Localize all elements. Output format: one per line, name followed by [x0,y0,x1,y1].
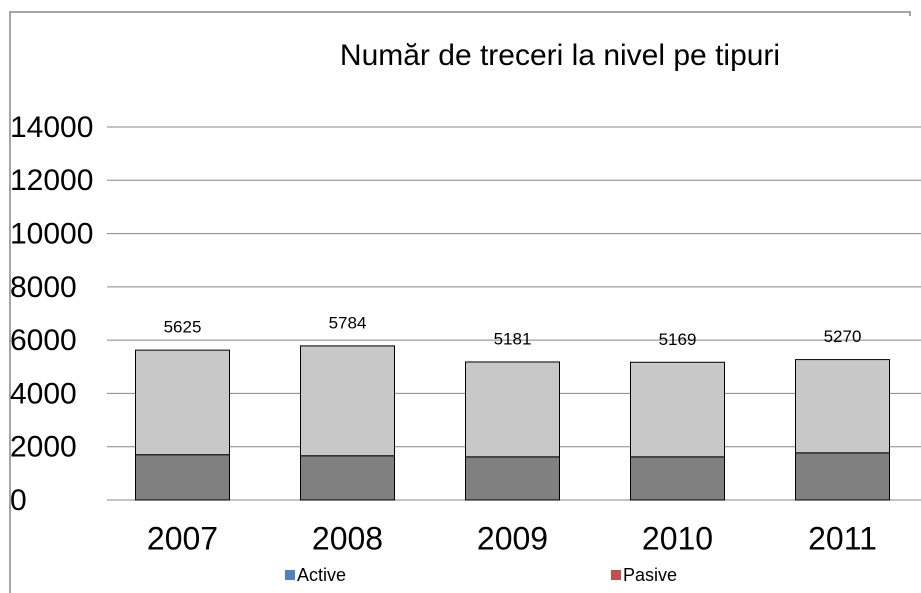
y-tick-label: 10000 [10,217,93,250]
bar-segment [135,454,230,501]
y-tick-label: 0 [10,484,27,517]
total-label: 5270 [824,327,862,346]
x-tick-label: 2011 [808,520,877,556]
bar-segment [300,345,395,457]
y-tick-label: 4000 [10,377,77,410]
bar-segment [630,361,725,458]
bar-segment [135,349,230,456]
x-tick-label: 2010 [642,520,713,556]
total-label: 5169 [659,330,697,349]
x-tick-label: 2009 [477,520,548,556]
legend-label: Active [297,565,346,585]
bar-segment [630,456,725,501]
chart-frame [9,11,911,593]
legend-swatch [611,570,621,580]
y-tick-label: 14000 [10,111,93,144]
total-label: 5784 [329,313,367,332]
chart-title: Număr de treceri la nivel pe tipuri [340,39,780,72]
legend-label: Pasive [623,565,677,585]
x-tick-label: 2007 [147,520,218,556]
y-tick-label: 6000 [10,324,77,357]
x-tick-label: 2008 [312,520,383,556]
y-tick-label: 2000 [10,431,77,464]
bar-segment [465,456,560,501]
total-label: 5625 [164,318,202,337]
legend-swatch [285,570,295,580]
bar-segment [300,455,395,501]
y-tick-label: 12000 [10,164,93,197]
bar-segment [795,452,890,501]
bar-segment [465,361,560,458]
total-label: 5181 [494,329,532,348]
bar-segment [795,359,890,454]
y-tick-label: 8000 [10,271,77,304]
